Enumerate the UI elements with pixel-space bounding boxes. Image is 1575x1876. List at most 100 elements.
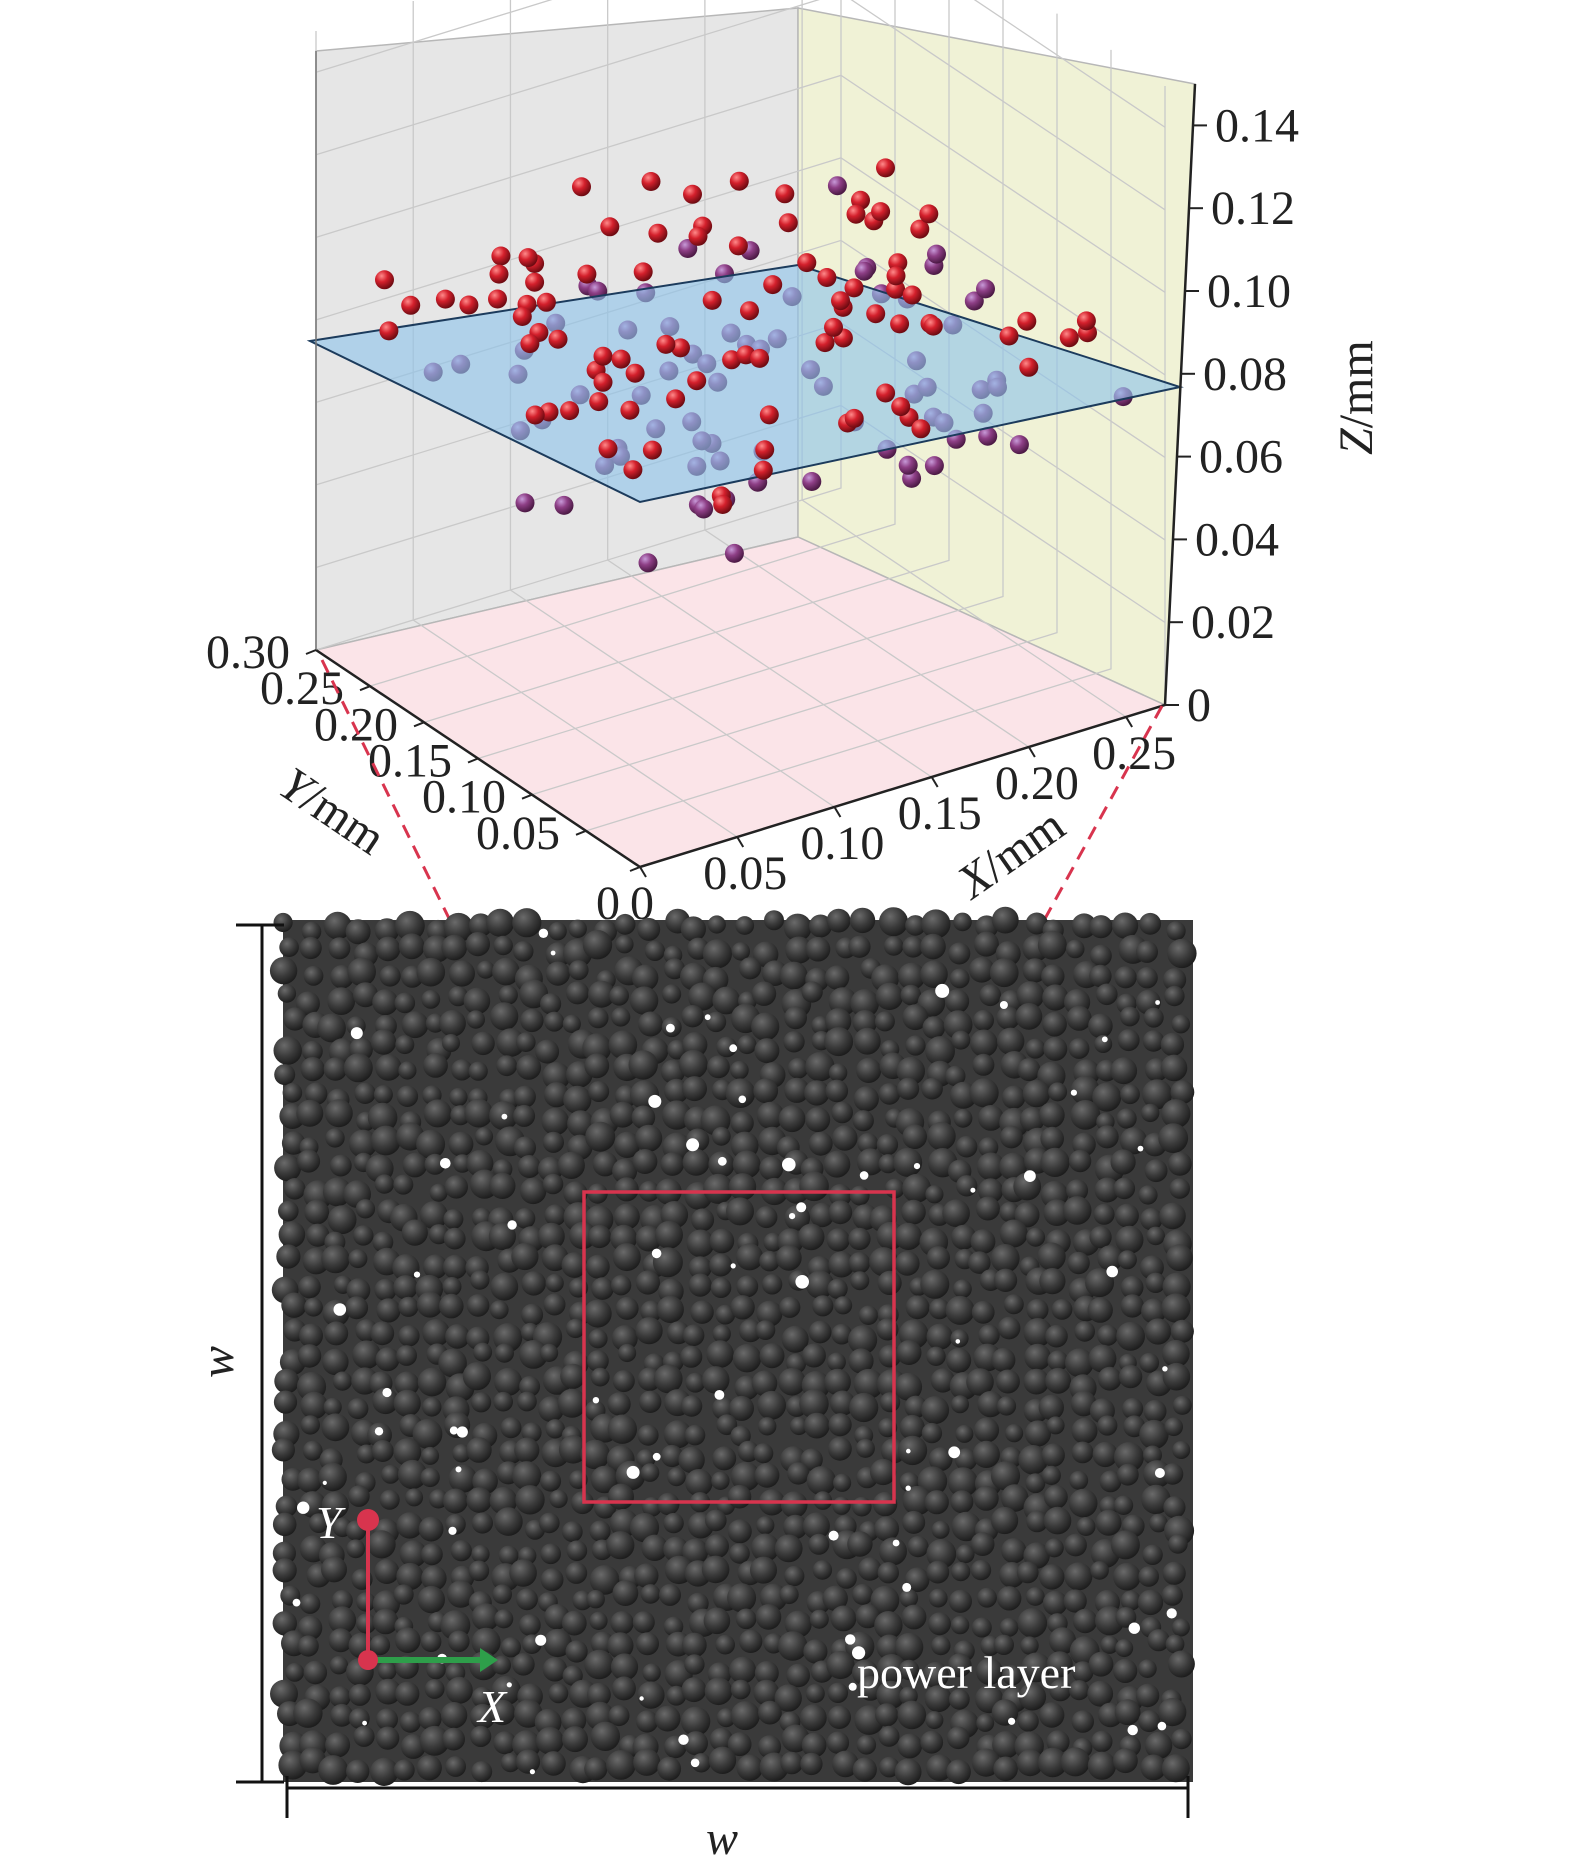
- powder-grain: [494, 1507, 523, 1536]
- powder-grain: [417, 1585, 445, 1614]
- powder-grain: [297, 1467, 323, 1493]
- powder-grain: [1042, 1011, 1067, 1037]
- powder-grain: [928, 1612, 951, 1636]
- powder-grain: [293, 1698, 323, 1728]
- powder-grain: [1067, 1251, 1090, 1275]
- z-axis-ticks: 0 0.02 0.04 0.06 0.08 0.10 0.12 0.14: [1165, 99, 1299, 732]
- powder-pore: [1106, 1265, 1118, 1278]
- powder-pore: [1070, 1089, 1077, 1096]
- powder-grain: [614, 1177, 639, 1202]
- powder-pore: [690, 1758, 700, 1768]
- powder-grain: [520, 1177, 547, 1205]
- powder-grain: [402, 1152, 428, 1178]
- powder-grain: [471, 1512, 493, 1534]
- powder-grain: [297, 1344, 322, 1368]
- powder-grain: [921, 1422, 943, 1444]
- powder-grain: [443, 1254, 468, 1279]
- powder-grain: [682, 1148, 710, 1176]
- powder-grain: [1000, 1484, 1029, 1512]
- powder-grain: [486, 908, 515, 937]
- powder-grain: [471, 1627, 501, 1657]
- particle-point: [802, 472, 822, 491]
- width-label: w: [706, 1812, 738, 1865]
- x-tick-label: 0.20: [995, 757, 1079, 810]
- powder-grain: [1016, 1561, 1039, 1584]
- powder-grain: [848, 1227, 871, 1251]
- powder-grain: [318, 1755, 348, 1785]
- powder-grain: [606, 1531, 635, 1560]
- powder-grain: [784, 1006, 807, 1030]
- powder-grain: [589, 1565, 620, 1595]
- particle-point: [666, 389, 686, 409]
- powder-grain: [496, 1028, 525, 1057]
- powder-grain: [756, 1101, 785, 1130]
- powder-grain: [372, 1231, 394, 1253]
- powder-grain: [583, 1299, 612, 1328]
- powder-grain: [753, 1443, 774, 1464]
- dimension-height: w: [191, 923, 284, 1784]
- powder-grain: [465, 932, 490, 957]
- powder-grain: [924, 1685, 952, 1713]
- grid-line-y: [585, 49, 1112, 832]
- powder-grain: [591, 1277, 614, 1300]
- powder-pore: [678, 1734, 689, 1745]
- powder-grain: [609, 985, 629, 1006]
- particle-point: [876, 158, 895, 178]
- powder-grain: [802, 1512, 830, 1540]
- powder-grain: [520, 1008, 544, 1033]
- particle-point: [1019, 357, 1039, 377]
- powder-grain: [902, 1510, 926, 1534]
- z-tick-label: 0.12: [1211, 182, 1295, 235]
- powder-pore: [789, 1213, 796, 1220]
- powder-grain: [471, 1392, 492, 1413]
- powder-grain: [610, 1611, 634, 1635]
- powder-grain: [424, 1679, 445, 1699]
- powder-grain: [926, 1323, 953, 1350]
- powder-grain: [894, 1632, 924, 1662]
- powder-grain: [396, 1345, 417, 1366]
- powder-grain: [1064, 1533, 1087, 1557]
- powder-grain: [462, 1362, 491, 1391]
- powder-grain: [678, 1446, 705, 1474]
- powder-grain: [568, 919, 587, 938]
- powder-grain: [805, 1052, 835, 1082]
- powder-grain: [470, 1725, 492, 1747]
- powder-grain: [848, 1252, 871, 1274]
- powder-grain: [611, 1676, 636, 1701]
- powder-grain: [638, 1011, 663, 1037]
- powder-grain: [925, 1185, 944, 1204]
- powder-grain: [321, 1491, 349, 1519]
- powder-grain: [973, 1417, 1000, 1443]
- powder-grain: [1071, 913, 1097, 939]
- powder-grain: [1016, 1749, 1044, 1777]
- powder-grain: [993, 1634, 1014, 1656]
- powder-grain: [607, 1414, 637, 1444]
- powder-grain: [826, 1731, 850, 1754]
- particle-point: [638, 553, 658, 573]
- powder-grain: [607, 1483, 635, 1510]
- powder-grain: [476, 960, 495, 979]
- powder-grain: [1039, 1564, 1065, 1590]
- powder-grain: [1092, 1441, 1118, 1468]
- powder-grain: [826, 1650, 855, 1680]
- powder-pore: [1024, 1170, 1036, 1182]
- powder-grain: [535, 1039, 560, 1064]
- powder-grain: [374, 1278, 397, 1301]
- powder-grain: [774, 1534, 803, 1563]
- powder-grain: [1005, 1424, 1024, 1443]
- powder-grain: [393, 1389, 421, 1417]
- powder-pore: [666, 1023, 675, 1033]
- powder-grain: [612, 1580, 639, 1606]
- powder-grain: [875, 1703, 899, 1727]
- powder-grain: [584, 1757, 608, 1781]
- powder-grain: [899, 1589, 919, 1608]
- powder-grain: [732, 1150, 761, 1179]
- powder-grain: [875, 982, 904, 1011]
- powder-grain: [423, 1099, 452, 1128]
- powder-grain: [379, 965, 401, 987]
- powder-grain: [304, 1297, 323, 1317]
- powder-grain: [416, 957, 446, 987]
- powder-grain: [302, 1040, 323, 1062]
- powder-grain: [611, 1325, 638, 1352]
- powder-grain: [855, 1604, 880, 1629]
